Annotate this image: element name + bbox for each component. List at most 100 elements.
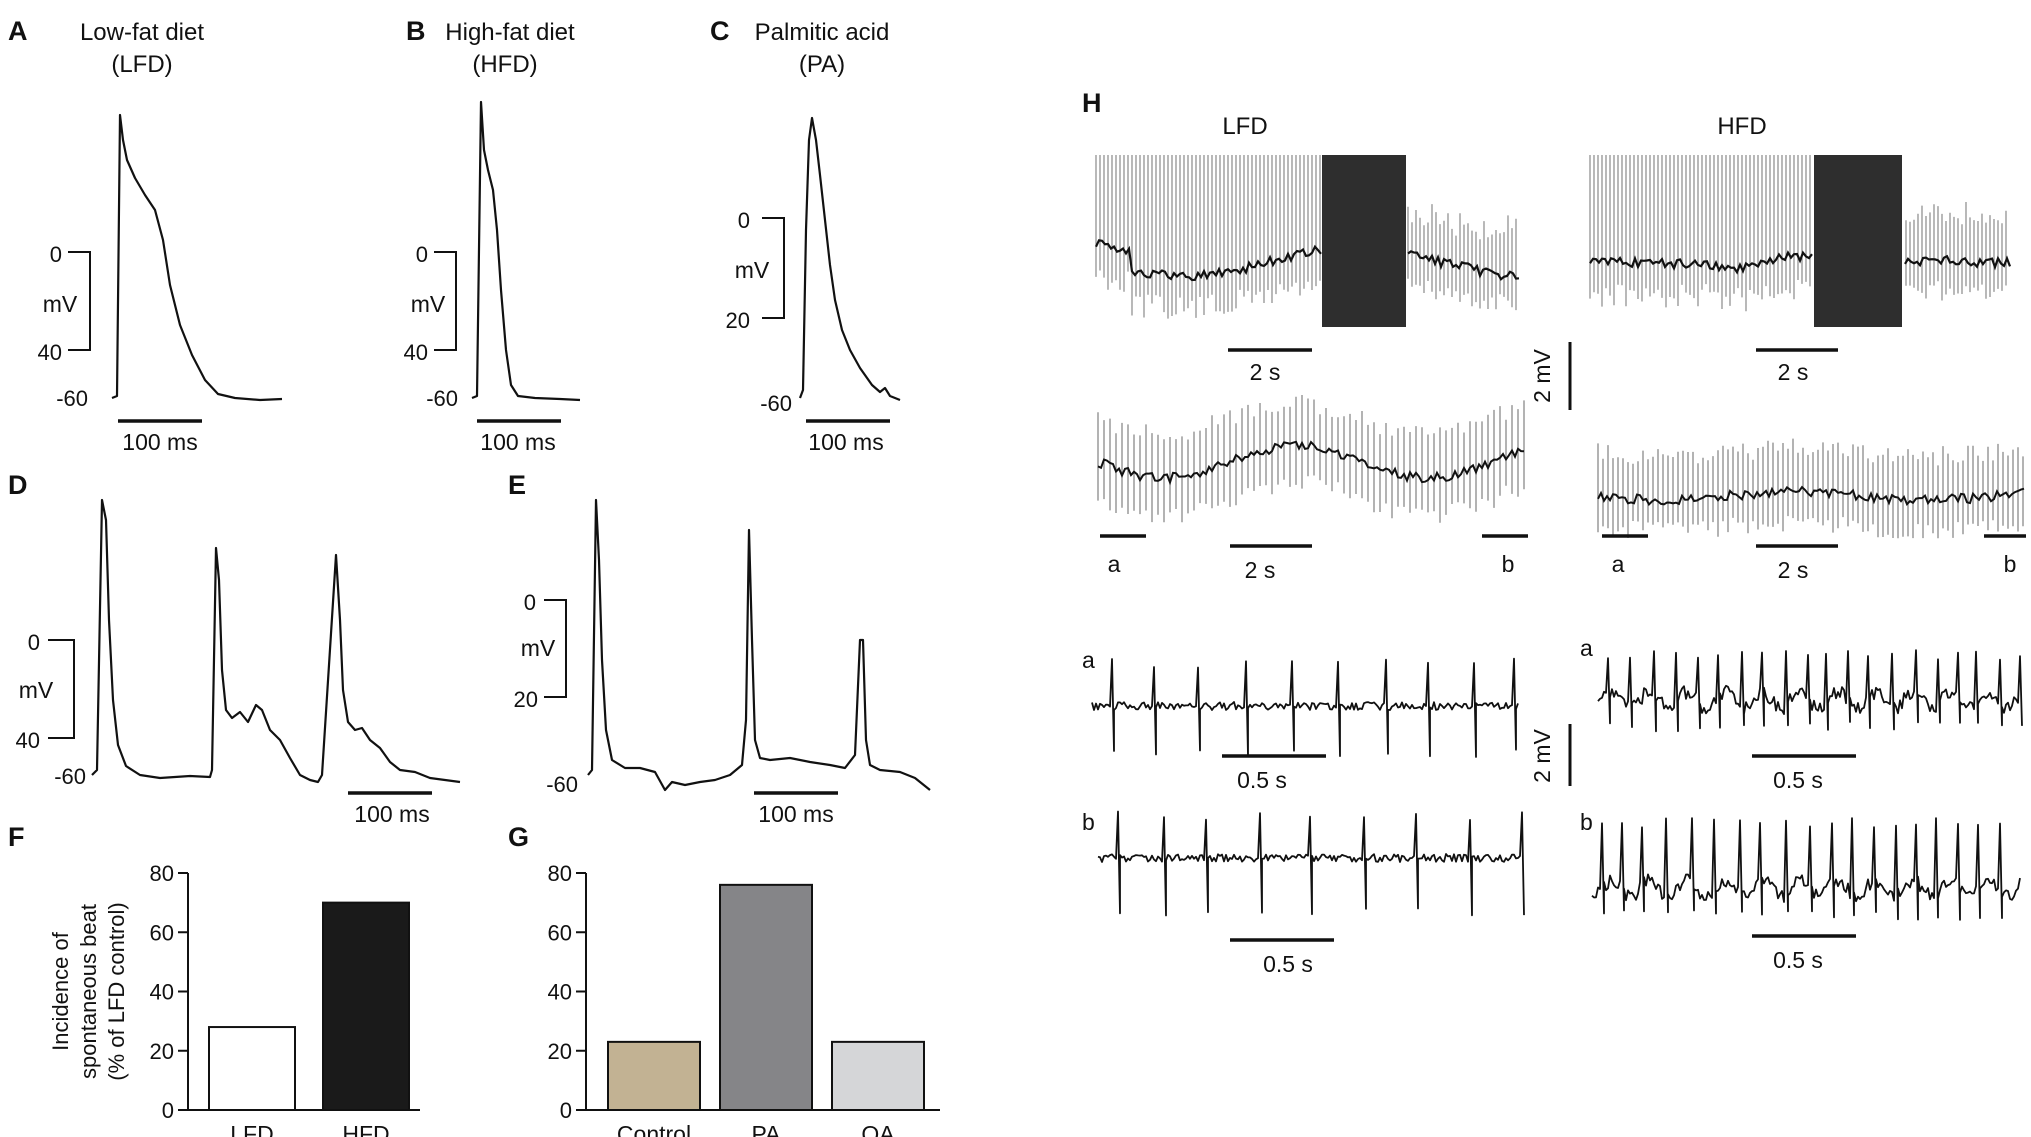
panel-a-y-bottom: 40: [38, 340, 62, 365]
h-lfd-zoom-b-label: b: [1082, 809, 1095, 835]
h-lfd-za-path: [1091, 657, 1519, 758]
chart-g-category-label: Control: [617, 1121, 691, 1137]
panel-h-letter: H: [1082, 88, 1102, 118]
panel-c-y-bottom: 20: [726, 308, 750, 333]
panel-c-y-top: 0: [738, 208, 750, 233]
panel-d-letter: D: [8, 470, 28, 500]
h-hfd-za-path: [1597, 649, 2023, 733]
panel-d-voltage-scale-bar: [48, 639, 75, 739]
h-hfd-row2-baseline: [1597, 485, 2025, 507]
panel-b-voltage-scale-bar: [434, 251, 457, 351]
panel-e-rest-level: -60: [546, 772, 578, 797]
chart-g-tick-label: 0: [560, 1098, 572, 1123]
panel-a-rest-level: -60: [56, 386, 88, 411]
panel-a-y-unit: mV: [43, 291, 78, 317]
h-lfd-row2-baseline: [1097, 440, 1525, 486]
panel-b-title: High-fat diet: [445, 19, 575, 46]
panel-b-y-unit: mV: [411, 291, 446, 317]
h-lfd-zoom-b-scale-label: 0.5 s: [1263, 951, 1313, 977]
chart-f-category-label: HFD: [342, 1121, 389, 1137]
panel-a-action-potential: [111, 113, 283, 402]
panel-a-subtitle: (LFD): [111, 51, 172, 78]
chart-g-bar-control: [607, 1040, 701, 1112]
panel-f: F 0 20 40 60 80 LFD HFD Incidence of spontaneous…: [8, 822, 420, 1137]
h-lfd-segment-b-label: b: [1502, 551, 1515, 577]
h-lfd-row2-spikes: [1097, 395, 1525, 523]
h-hfd-zoom-b-scale-label: 0.5 s: [1773, 947, 1823, 973]
h-hfd-zoom-b-trace: [1591, 817, 2021, 921]
h-hfd-row1-scale-label: 2 s: [1778, 359, 1809, 385]
panel-a-letter: A: [8, 16, 28, 46]
panel-b-y-bottom: 40: [404, 340, 428, 365]
h-lfd-zb-path: [1097, 810, 1525, 917]
h-lfd-row1-burst-block: [1322, 155, 1406, 327]
h-hfd-zb-path: [1591, 817, 2021, 921]
chart-f: 0 20 40 60 80 LFD HFD Incidence of spontaneous b…: [48, 861, 420, 1137]
panel-d-spontaneous-beats: [91, 498, 461, 784]
panel-e-y-bottom: 20: [514, 687, 538, 712]
panel-d-time-label: 100 ms: [354, 801, 429, 827]
panel-b-y-top: 0: [416, 242, 428, 267]
panel-e-y-top: 0: [524, 590, 536, 615]
h-lfd-zoom-b-trace: [1097, 810, 1525, 917]
h-hfd-long-recording: [1589, 155, 2012, 327]
panel-c-time-label: 100 ms: [808, 429, 883, 455]
chart-f-y-axis-title: (% of LFD control): [104, 902, 129, 1081]
h-lfd-segment-a-label: a: [1108, 551, 1121, 577]
h-voltage-scale-label-1: 2 mV: [1529, 349, 1555, 403]
chart-f-bar-lfd: [208, 1026, 296, 1112]
panel-h-lfd-title: LFD: [1222, 113, 1267, 140]
panel-b: B High-fat diet (HFD) 0 mV 40 -60 100 ms: [404, 16, 581, 455]
panel-d-rest-level: -60: [54, 764, 86, 789]
panel-b-time-label: 100 ms: [480, 429, 555, 455]
chart-f-tick-label: 60: [150, 920, 174, 945]
chart-f-category-label: LFD: [230, 1121, 273, 1137]
chart-f-tick-label: 40: [150, 980, 174, 1005]
panel-a-time-label: 100 ms: [122, 429, 197, 455]
panel-e-voltage-scale-bar: [544, 599, 567, 698]
panel-b-letter: B: [406, 16, 426, 46]
panel-e-spontaneous-beats: [587, 498, 931, 792]
panel-c-voltage-scale-bar: [762, 217, 785, 319]
h-lfd-medium-recording: [1097, 395, 1525, 523]
h-hfd-row1-spikes: [1589, 155, 2007, 312]
chart-f-bar-hfd: [322, 901, 410, 1111]
chart-g-bar-oa: [831, 1040, 925, 1112]
h-hfd-segment-b-label: b: [2004, 551, 2017, 577]
h-hfd-row2-scale-label: 2 s: [1778, 557, 1809, 583]
panel-c-letter: C: [710, 16, 730, 46]
chart-f-y-axis-title: Incidence of: [48, 931, 73, 1051]
chart-g: 0 20 40 60 80 Control PA OA: [548, 861, 940, 1137]
chart-f-tick-label: 0: [162, 1098, 174, 1123]
chart-g-category-label: PA: [752, 1121, 782, 1137]
panel-a: A Low-fat diet (LFD) 0 mV 40 -60 100 ms: [8, 16, 283, 455]
chart-g-bar-pa: [719, 883, 813, 1111]
panel-e: E 0 mV 20 -60 100 ms: [508, 470, 931, 827]
panel-b-action-potential: [471, 100, 581, 402]
panel-a-y-top: 0: [50, 242, 62, 267]
chart-g-tick-label: 60: [548, 920, 572, 945]
panel-c-subtitle: (PA): [799, 51, 845, 78]
panel-a-title: Low-fat diet: [80, 19, 204, 46]
panel-c-action-potential: [798, 116, 901, 402]
panel-d-y-unit: mV: [19, 677, 54, 703]
panel-g-letter: G: [508, 822, 529, 852]
h-hfd-zoom-b-label: b: [1580, 809, 1593, 835]
panel-a-voltage-scale-bar: [68, 251, 91, 351]
h-hfd-medium-recording: [1597, 438, 2025, 539]
chart-f-tick-label: 20: [150, 1039, 174, 1064]
panel-h: H LFD HFD 2 s 2 s 2 mV a 2 s b a 2 s b a…: [1082, 88, 2026, 977]
panel-d-y-bottom: 40: [16, 728, 40, 753]
h-hfd-zoom-a-scale-label: 0.5 s: [1773, 767, 1823, 793]
panel-e-letter: E: [508, 470, 526, 500]
chart-g-tick-label: 80: [548, 861, 572, 886]
h-lfd-zoom-a-label: a: [1082, 647, 1095, 673]
panel-c: C Palmitic acid (PA) 0 mV 20 -60 100 ms: [710, 16, 901, 455]
panel-b-subtitle: (HFD): [472, 51, 537, 78]
h-hfd-zoom-a-trace: [1597, 649, 2023, 733]
chart-g-tick-label: 20: [548, 1039, 572, 1064]
h-lfd-long-recording: [1095, 155, 1520, 327]
panel-b-rest-level: -60: [426, 386, 458, 411]
h-hfd-row1-burst-block: [1814, 155, 1902, 327]
